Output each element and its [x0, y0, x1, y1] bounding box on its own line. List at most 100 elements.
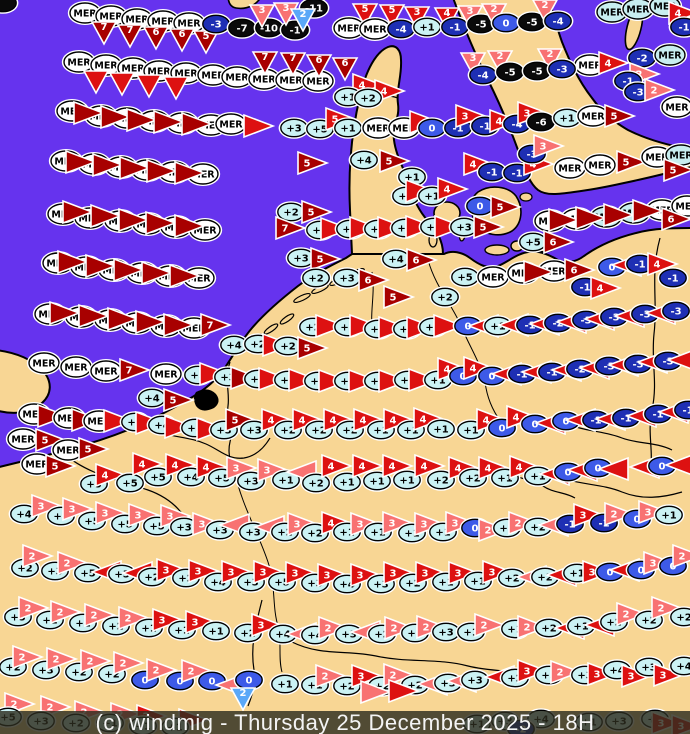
svg-text:MER: MER	[154, 369, 178, 380]
svg-text:-5: -5	[526, 18, 537, 29]
svg-text:MER: MER	[199, 120, 223, 131]
svg-text:+4: +4	[676, 662, 690, 673]
svg-text:3: 3	[264, 466, 271, 477]
wind-triangle	[575, 205, 608, 231]
svg-text:+5: +5	[525, 238, 540, 249]
svg-text:-5: -5	[475, 20, 486, 31]
temperature-marker: +3	[285, 247, 317, 269]
wind-triangle: 2	[22, 543, 55, 569]
sea-mer-label: MER	[219, 65, 255, 89]
svg-text:3: 3	[199, 520, 206, 531]
svg-text:4: 4	[328, 462, 335, 473]
wind-triangle: 3	[128, 502, 161, 528]
wind-triangle: 7	[275, 215, 308, 241]
svg-text:MER: MER	[306, 76, 330, 87]
temperature-marker: 0	[233, 669, 265, 691]
svg-text:+1: +1	[339, 478, 354, 489]
svg-text:+1: +1	[397, 224, 412, 235]
temperature-marker: -4	[542, 10, 574, 32]
temperature-marker: -1	[657, 267, 689, 289]
svg-text:MER: MER	[669, 150, 690, 161]
svg-text:4: 4	[420, 415, 427, 426]
wind-triangle	[107, 306, 140, 332]
temperature-marker: -2	[626, 47, 658, 69]
svg-text:-1: -1	[289, 26, 300, 37]
wind-triangle: 5	[163, 387, 196, 413]
svg-text:4: 4	[102, 471, 109, 482]
wind-triangle	[57, 249, 90, 275]
temperature-marker: +5	[449, 266, 481, 288]
svg-text:5: 5	[308, 208, 315, 219]
svg-text:MER: MER	[11, 434, 35, 445]
svg-text:3: 3	[324, 571, 331, 582]
svg-text:3: 3	[233, 464, 240, 475]
svg-text:MER: MER	[125, 14, 149, 25]
svg-text:+4: +4	[356, 156, 371, 167]
svg-text:+1: +1	[312, 226, 327, 237]
svg-text:7: 7	[290, 53, 297, 64]
svg-text:2: 2	[611, 510, 618, 521]
svg-text:5: 5	[390, 293, 397, 304]
svg-text:MER: MER	[187, 273, 211, 284]
temperature-marker: +3	[278, 117, 310, 139]
sea-mer-label: MER	[273, 68, 309, 92]
wind-triangle: 3	[455, 103, 488, 129]
svg-text:2: 2	[325, 624, 332, 635]
svg-text:MER: MER	[193, 225, 217, 236]
svg-text:-6: -6	[535, 118, 546, 129]
svg-text:-1: -1	[622, 77, 633, 88]
wind-triangle	[388, 678, 421, 704]
svg-text:3: 3	[645, 508, 652, 519]
wind-triangle: 3	[653, 662, 686, 688]
svg-text:+4: +4	[388, 255, 403, 266]
svg-text:+2: +2	[433, 476, 448, 487]
svg-text:+2: +2	[340, 323, 355, 334]
svg-text:3: 3	[135, 511, 142, 522]
wind-triangle: 5	[297, 335, 330, 361]
temperature-marker: -3	[546, 58, 578, 80]
svg-text:-3: -3	[639, 310, 650, 321]
temperature-marker: -5	[494, 61, 526, 83]
svg-text:-1: -1	[524, 321, 535, 332]
svg-text:MER: MER	[653, 1, 677, 12]
svg-text:+5: +5	[457, 273, 472, 284]
svg-text:2: 2	[391, 624, 398, 635]
wind-triangle: 5	[35, 427, 68, 453]
temperature-marker: 0	[646, 455, 678, 477]
temperature-marker: +2	[668, 606, 690, 628]
svg-text:6: 6	[365, 276, 372, 287]
svg-text:+2: +2	[541, 624, 556, 635]
svg-text:5: 5	[232, 416, 239, 427]
island-baltic-small	[519, 192, 533, 202]
wind-triangle	[118, 207, 151, 233]
svg-text:-1: -1	[479, 122, 490, 133]
svg-text:3: 3	[540, 142, 547, 153]
svg-text:3: 3	[524, 667, 531, 678]
svg-text:0: 0	[246, 676, 253, 687]
wind-triangle	[65, 149, 98, 175]
svg-text:MER: MER	[174, 68, 198, 79]
svg-text:4: 4	[360, 416, 367, 427]
svg-text:2: 2	[679, 552, 686, 563]
svg-text:2: 2	[87, 657, 94, 668]
wind-triangle	[145, 210, 178, 236]
wind-triangle: 3	[459, 52, 487, 77]
wind-triangle	[90, 203, 123, 229]
wind-triangle	[163, 312, 196, 338]
sea-mer-label: MER	[360, 116, 396, 140]
svg-text:-1: -1	[667, 274, 678, 285]
wind-triangle	[632, 198, 665, 224]
svg-text:4: 4	[268, 416, 275, 427]
svg-text:+1: +1	[559, 114, 574, 125]
wind-triangle: 3	[221, 559, 254, 585]
svg-text:+2: +2	[307, 529, 322, 540]
wind-triangle: 3	[383, 560, 416, 586]
svg-text:-3: -3	[608, 313, 619, 324]
svg-text:2: 2	[623, 610, 630, 621]
temperature-marker: -3	[598, 306, 630, 328]
wind-triangle: 6	[358, 267, 391, 293]
svg-text:3: 3	[650, 559, 657, 570]
temperature-marker: +3	[432, 672, 464, 694]
svg-text:4: 4	[470, 364, 477, 375]
svg-text:-7: -7	[236, 24, 247, 35]
